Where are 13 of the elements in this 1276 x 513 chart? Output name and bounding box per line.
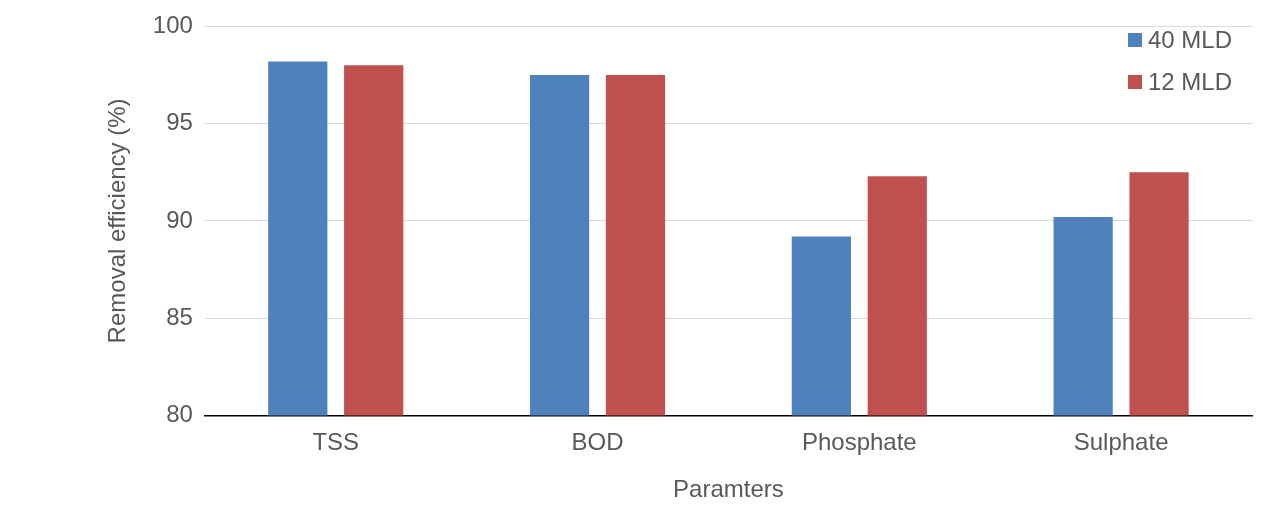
y-tick-label: 90 bbox=[166, 205, 193, 233]
legend-label: 12 MLD bbox=[1147, 68, 1232, 97]
x-tick-label: BOD bbox=[571, 428, 624, 456]
y-tick-label: 85 bbox=[166, 302, 193, 330]
y-axis-title: Removal efficiency (%) bbox=[103, 98, 131, 344]
x-axis-title: Paramters bbox=[673, 475, 784, 503]
y-tick-label: 95 bbox=[166, 108, 193, 136]
x-tick-label: Sulphate bbox=[1073, 428, 1169, 456]
y-tick-label: 80 bbox=[166, 400, 193, 428]
x-tick-label: TSS bbox=[312, 428, 360, 456]
y-tick-label: 100 bbox=[152, 11, 193, 39]
x-tick-label: Phosphate bbox=[801, 428, 917, 456]
legend-label: 40 MLD bbox=[1147, 26, 1232, 55]
